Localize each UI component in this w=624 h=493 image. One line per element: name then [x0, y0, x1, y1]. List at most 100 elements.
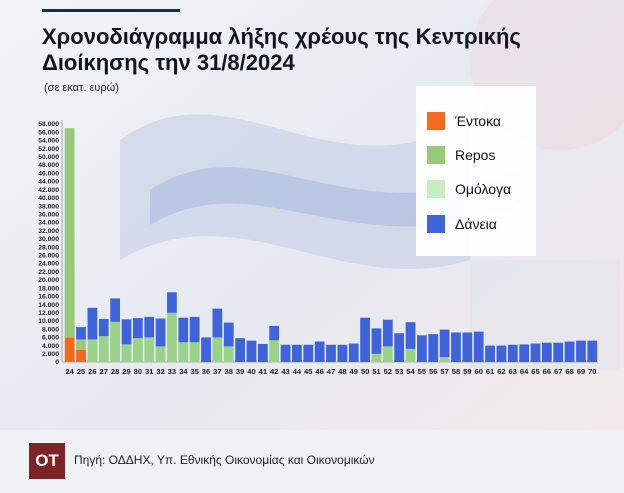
y-tick-label: 50.000	[38, 154, 59, 161]
x-tick-label: 32	[156, 367, 164, 376]
bar-segment	[257, 343, 268, 362]
y-tick-label: 58.000	[38, 121, 59, 128]
y-tick-label: 24.000	[38, 261, 59, 268]
bar-segment	[507, 344, 518, 362]
bar-segment	[337, 344, 348, 362]
bar-segment	[167, 292, 177, 313]
legend-item: Δάνεια	[427, 213, 497, 235]
bar-segment	[155, 318, 166, 347]
y-tick-label: 32.000	[38, 228, 59, 235]
bar-segment	[405, 322, 416, 349]
bar-segment	[212, 308, 223, 338]
chart-legend: Έντοκα Repos Ομόλογα Δάνεια	[416, 86, 536, 256]
legend-label: Δάνεια	[455, 216, 497, 232]
legend-item: Repos	[427, 144, 495, 166]
x-tick-label: 37	[213, 367, 221, 376]
x-tick-label: 55	[418, 367, 427, 376]
bar-segment	[519, 344, 530, 362]
x-tick-label: 62	[497, 367, 505, 376]
x-tick-label: 33	[168, 367, 176, 376]
y-tick-label: 42.000	[38, 187, 59, 194]
y-tick-label: 20.000	[38, 277, 59, 284]
x-tick-label: 66	[543, 367, 551, 376]
ot-logo: OT	[29, 443, 65, 479]
legend-swatch	[427, 146, 445, 164]
x-tick-label: 51	[372, 367, 381, 376]
bar-segment	[110, 321, 121, 362]
bar-segment	[348, 343, 359, 362]
x-tick-label: 41	[259, 367, 268, 376]
x-tick-label: 64	[520, 367, 529, 376]
bar-segment	[530, 343, 541, 362]
x-tick-label: 58	[452, 367, 460, 376]
y-tick-label: 40.000	[38, 195, 59, 202]
bar-segment	[87, 307, 98, 340]
bar-segment	[144, 337, 155, 362]
bar-segment	[280, 344, 291, 362]
bar-segment	[564, 341, 575, 362]
bar-segment	[178, 342, 189, 362]
bar-segment	[132, 318, 143, 339]
x-tick-label: 34	[179, 367, 188, 376]
bar-segment	[451, 332, 461, 362]
bar-segment	[178, 317, 189, 343]
bar-segment	[473, 331, 484, 362]
x-tick-label: 43	[281, 367, 289, 376]
bar-segment	[371, 353, 382, 362]
legend-label: Ομόλογα	[455, 181, 512, 197]
bar-segment	[269, 340, 280, 362]
x-tick-label: 53	[395, 367, 403, 376]
x-tick-label: 60	[474, 367, 482, 376]
x-tick-label: 44	[293, 367, 302, 376]
bar-segment	[87, 339, 98, 362]
x-tick-label: 31	[145, 367, 154, 376]
y-tick-label: 18.000	[38, 285, 59, 292]
x-tick-label: 59	[463, 367, 471, 376]
x-tick-label: 40	[247, 367, 255, 376]
y-tick-label: 10.000	[38, 318, 59, 325]
bar-segment	[576, 340, 586, 362]
x-tick-label: 36	[202, 367, 210, 376]
bar-segment	[269, 325, 280, 341]
x-tick-label: 29	[122, 367, 130, 376]
y-tick-label: 46.000	[38, 170, 59, 177]
x-tick-label: 48	[338, 367, 346, 376]
y-tick-label: 44.000	[38, 179, 59, 186]
x-tick-label: 47	[327, 367, 335, 376]
x-tick-label: 69	[577, 367, 585, 376]
bar-segment	[439, 329, 450, 358]
x-tick-label: 24	[65, 367, 74, 376]
legend-item: Ομόλογα	[427, 178, 511, 200]
x-tick-label: 65	[531, 367, 540, 376]
bar-segment	[382, 346, 393, 362]
bar-segment	[132, 338, 143, 362]
top-accent-line	[42, 9, 180, 12]
x-tick-label: 38	[225, 367, 233, 376]
bar-segment	[235, 338, 245, 362]
y-tick-label: 54.000	[38, 138, 59, 145]
x-tick-label: 27	[100, 367, 108, 376]
bar-segment	[360, 317, 370, 362]
legend-swatch	[427, 180, 445, 198]
source-note: Πηγή: ΟΔΔΗΧ, Υπ. Εθνικής Οικονομίας και …	[74, 453, 375, 467]
bar-segment	[76, 349, 86, 362]
legend-swatch	[427, 112, 445, 130]
bar-segment	[144, 316, 155, 338]
chart-subtitle: (σε εκατ. ευρώ)	[44, 82, 119, 94]
bar-segment	[314, 341, 325, 362]
bar-segment	[246, 340, 257, 362]
y-tick-label: 6.000	[42, 335, 59, 342]
x-tick-label: 25	[77, 367, 86, 376]
bar-segment	[587, 340, 598, 362]
x-tick-label: 45	[304, 367, 313, 376]
bar-segment	[155, 346, 166, 362]
x-tick-label: 54	[406, 367, 415, 376]
bar-segment	[76, 327, 86, 340]
y-tick-label: 2.000	[42, 351, 59, 358]
y-tick-label: 38.000	[38, 203, 59, 210]
bar-segment	[121, 344, 132, 362]
x-tick-label: 57	[440, 367, 448, 376]
x-tick-label: 68	[565, 367, 573, 376]
x-tick-label: 26	[88, 367, 96, 376]
